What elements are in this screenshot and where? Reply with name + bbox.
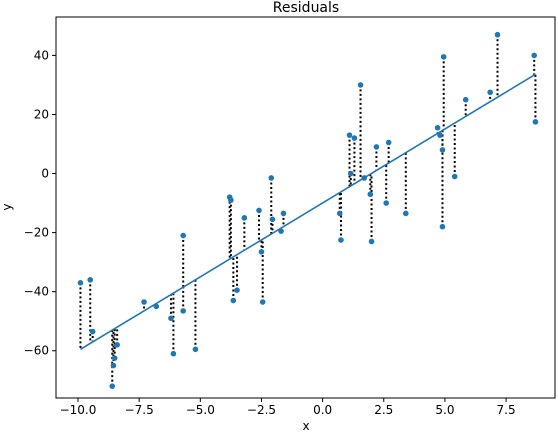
data-point xyxy=(180,232,186,239)
x-tick-label: 2.5 xyxy=(374,403,393,417)
data-point xyxy=(268,175,275,181)
x-tick-label: −10.0 xyxy=(60,403,97,417)
x-axis-ticks: −10.0 −7.5 −5.0 −2.5 0.0 2.5 5.0 7.5 xyxy=(60,398,516,417)
y-axis-label: y xyxy=(0,203,14,210)
data-point xyxy=(434,124,441,131)
fit-line-group xyxy=(80,73,536,350)
x-axis-label: x xyxy=(302,419,309,433)
data-point xyxy=(385,139,392,146)
data-points xyxy=(77,31,539,389)
data-point xyxy=(351,135,358,141)
data-point xyxy=(346,132,353,138)
chart-title: Residuals xyxy=(273,0,339,16)
data-point xyxy=(383,200,390,206)
data-point xyxy=(487,89,493,96)
data-point xyxy=(234,287,240,293)
data-point xyxy=(402,210,409,217)
y-tick-label: −60 xyxy=(24,344,49,358)
data-point xyxy=(338,237,344,243)
data-point xyxy=(241,215,248,221)
data-point xyxy=(439,223,446,230)
y-tick-label: 40 xyxy=(34,48,49,62)
data-point xyxy=(180,308,186,314)
data-point xyxy=(192,346,199,353)
data-point xyxy=(170,350,177,357)
data-point xyxy=(109,383,116,389)
fit-line xyxy=(80,73,536,350)
data-point xyxy=(347,170,354,177)
y-tick-label: −20 xyxy=(24,226,49,240)
data-point xyxy=(228,197,234,203)
x-tick-label: 0.0 xyxy=(313,403,332,417)
data-point xyxy=(367,191,374,198)
data-point xyxy=(280,210,287,217)
data-point xyxy=(110,362,117,369)
data-point xyxy=(531,52,538,59)
data-point xyxy=(258,249,265,255)
data-point xyxy=(141,299,147,305)
data-point xyxy=(439,147,446,153)
data-point xyxy=(87,277,94,283)
x-tick-label: −7.5 xyxy=(125,403,154,417)
data-point xyxy=(111,355,118,361)
data-point xyxy=(256,207,262,214)
data-point xyxy=(532,119,539,125)
x-tick-label: 5.0 xyxy=(435,403,454,417)
data-point xyxy=(269,216,276,223)
data-point xyxy=(451,173,458,180)
y-axis-ticks: −60 −40 −20 0 20 40 xyxy=(24,48,56,358)
data-point xyxy=(168,315,174,322)
y-tick-label: −40 xyxy=(24,285,49,299)
data-point xyxy=(89,328,96,335)
y-tick-label: 0 xyxy=(41,167,49,181)
data-point xyxy=(437,132,443,138)
data-point xyxy=(114,342,120,348)
y-tick-label: 20 xyxy=(34,107,49,121)
plot-frame xyxy=(55,16,556,399)
x-tick-label: −5.0 xyxy=(186,403,215,417)
data-point xyxy=(77,280,84,286)
data-point xyxy=(440,54,447,60)
x-tick-label: 7.5 xyxy=(497,403,516,417)
data-point xyxy=(336,210,343,217)
data-point xyxy=(357,82,364,88)
data-point xyxy=(230,297,237,304)
data-point xyxy=(494,31,501,38)
data-point xyxy=(462,96,469,103)
x-tick-label: −2.5 xyxy=(247,403,276,417)
data-point xyxy=(373,144,380,150)
data-point xyxy=(368,238,375,245)
data-point xyxy=(259,299,266,305)
